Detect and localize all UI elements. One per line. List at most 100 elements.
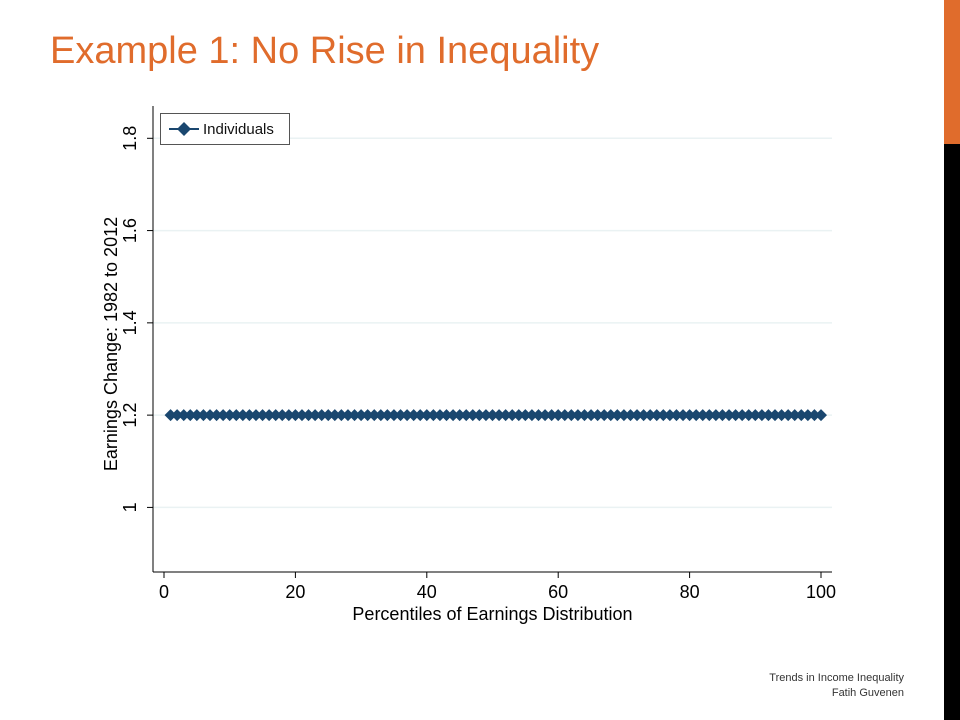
axis-labels: 1 1.2 1.4 1.6 1.8 0 20 40 60 80 100 Percentiles of … — [101, 126, 836, 624]
data-point — [611, 409, 624, 422]
data-point — [453, 409, 466, 422]
data-point — [650, 409, 663, 422]
data-point — [519, 409, 532, 422]
data-point — [440, 409, 453, 422]
data-point — [801, 409, 814, 422]
data-point — [604, 409, 617, 422]
data-point — [578, 409, 591, 422]
data-point — [585, 409, 598, 422]
data-point — [815, 409, 827, 422]
data-point — [401, 409, 414, 422]
data-point — [230, 409, 243, 422]
data-point — [407, 409, 420, 422]
data-point — [236, 409, 249, 422]
data-point — [545, 409, 558, 422]
data-point — [197, 409, 210, 422]
data-point — [683, 409, 696, 422]
data-point — [190, 409, 203, 422]
footer-line-1: Trends in Income Inequality — [769, 672, 904, 684]
footer-line-2: Fatih Guvenen — [831, 687, 904, 699]
data-point — [729, 409, 742, 422]
x-tick-label: 100 — [806, 582, 836, 602]
data-point — [663, 409, 676, 422]
data-point — [322, 409, 335, 422]
data-point — [631, 409, 644, 422]
data-point — [565, 409, 578, 422]
data-point — [210, 409, 223, 422]
data-point — [762, 409, 775, 422]
x-tick-label: 60 — [548, 582, 568, 602]
x-tick-label: 80 — [680, 582, 700, 602]
data-point — [374, 409, 387, 422]
data-point — [289, 409, 302, 422]
data-point — [723, 409, 736, 422]
data-point — [473, 409, 486, 422]
data-point — [315, 409, 328, 422]
data-point — [591, 409, 604, 422]
data-point — [795, 409, 808, 422]
y-axis-title: Earnings Change: 1982 to 2012 — [101, 217, 121, 471]
x-tick-label: 0 — [159, 582, 169, 602]
grid-lines — [153, 137, 832, 509]
data-point — [282, 409, 295, 422]
data-point — [703, 409, 716, 422]
data-point — [447, 409, 460, 422]
data-point — [539, 409, 552, 422]
data-point — [249, 409, 262, 422]
data-point — [788, 409, 801, 422]
data-point — [677, 409, 690, 422]
data-point — [709, 409, 722, 422]
series-individuals — [164, 409, 827, 422]
data-point — [617, 409, 630, 422]
data-point — [749, 409, 762, 422]
data-point — [769, 409, 782, 422]
data-point — [309, 409, 322, 422]
data-point — [696, 409, 709, 422]
data-point — [335, 409, 348, 422]
data-point — [690, 409, 703, 422]
data-point — [433, 409, 446, 422]
data-point — [223, 409, 236, 422]
accent-bar-orange — [944, 0, 960, 144]
data-point — [742, 409, 755, 422]
data-point — [295, 409, 308, 422]
footer: Trends in Income Inequality Fatih Guvene… — [769, 671, 904, 701]
y-tick-label: 1.4 — [120, 310, 140, 335]
data-point — [387, 409, 400, 422]
data-point — [276, 409, 289, 422]
data-point — [598, 409, 611, 422]
y-tick-label: 1.8 — [120, 126, 140, 151]
legend: Individuals — [160, 113, 290, 145]
accent-bar-black — [944, 144, 960, 720]
data-point — [512, 409, 525, 422]
data-point — [571, 409, 584, 422]
y-tick-label: 1.6 — [120, 218, 140, 243]
data-point — [414, 409, 427, 422]
y-tick-label: 1.2 — [120, 403, 140, 428]
data-point — [184, 409, 197, 422]
data-point — [256, 409, 269, 422]
data-point — [203, 409, 216, 422]
data-point — [525, 409, 538, 422]
data-point — [263, 409, 276, 422]
x-axis-title: Percentiles of Earnings Distribution — [352, 604, 632, 624]
slide-title: Example 1: No Rise in Inequality — [50, 30, 600, 72]
data-point — [328, 409, 341, 422]
data-point — [420, 409, 433, 422]
data-point — [479, 409, 492, 422]
data-point — [637, 409, 650, 422]
x-tick-label: 40 — [417, 582, 437, 602]
data-point — [164, 409, 177, 422]
data-point — [506, 409, 519, 422]
data-point — [657, 409, 670, 422]
data-point — [177, 409, 190, 422]
data-point — [381, 409, 394, 422]
data-point — [532, 409, 545, 422]
data-point — [644, 409, 657, 422]
data-point — [670, 409, 683, 422]
data-point — [269, 409, 282, 422]
data-point — [736, 409, 749, 422]
data-point — [493, 409, 506, 422]
data-point — [355, 409, 368, 422]
